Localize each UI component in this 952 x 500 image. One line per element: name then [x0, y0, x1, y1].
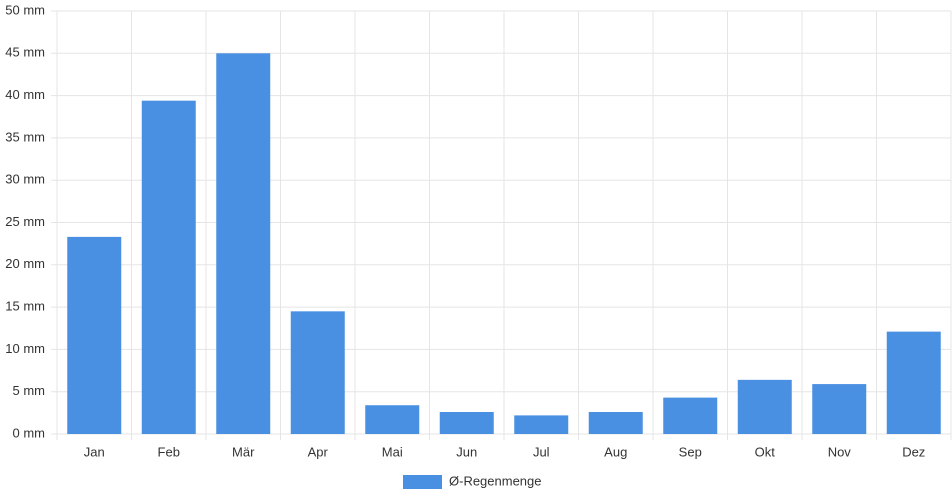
y-tick-label: 10 mm	[5, 341, 45, 356]
bar	[141, 100, 196, 435]
legend-label: Ø-Regenmenge	[449, 473, 542, 488]
bar	[290, 311, 345, 434]
y-tick-label: 30 mm	[5, 172, 45, 187]
x-tick-label: Mai	[382, 444, 403, 459]
bar	[67, 236, 122, 434]
bar	[737, 379, 792, 434]
x-tick-label: Dez	[902, 444, 925, 459]
y-tick-label: 15 mm	[5, 299, 45, 314]
y-tick-label: 40 mm	[5, 87, 45, 102]
bar	[812, 384, 867, 434]
x-tick-label: Mär	[232, 444, 255, 459]
x-tick-label: Jun	[456, 444, 477, 459]
x-tick-label: Sep	[679, 444, 702, 459]
y-tick-label: 25 mm	[5, 214, 45, 229]
bar	[886, 331, 941, 434]
bar	[365, 405, 420, 434]
x-tick-label: Jul	[533, 444, 550, 459]
x-tick-label: Okt	[755, 444, 776, 459]
bar	[588, 412, 643, 434]
y-tick-label: 45 mm	[5, 45, 45, 60]
bar	[663, 397, 718, 434]
x-tick-label: Apr	[308, 444, 329, 459]
y-tick-label: 50 mm	[5, 2, 45, 17]
x-tick-label: Nov	[828, 444, 852, 459]
legend-swatch	[403, 475, 442, 489]
x-tick-label: Feb	[158, 444, 180, 459]
y-tick-label: 20 mm	[5, 256, 45, 271]
bar	[439, 412, 494, 434]
x-tick-label: Jan	[84, 444, 105, 459]
y-tick-label: 5 mm	[13, 383, 46, 398]
y-tick-label: 0 mm	[13, 425, 46, 440]
bar	[514, 415, 569, 434]
bar	[216, 53, 271, 435]
x-tick-label: Aug	[604, 444, 627, 459]
y-tick-label: 35 mm	[5, 129, 45, 144]
